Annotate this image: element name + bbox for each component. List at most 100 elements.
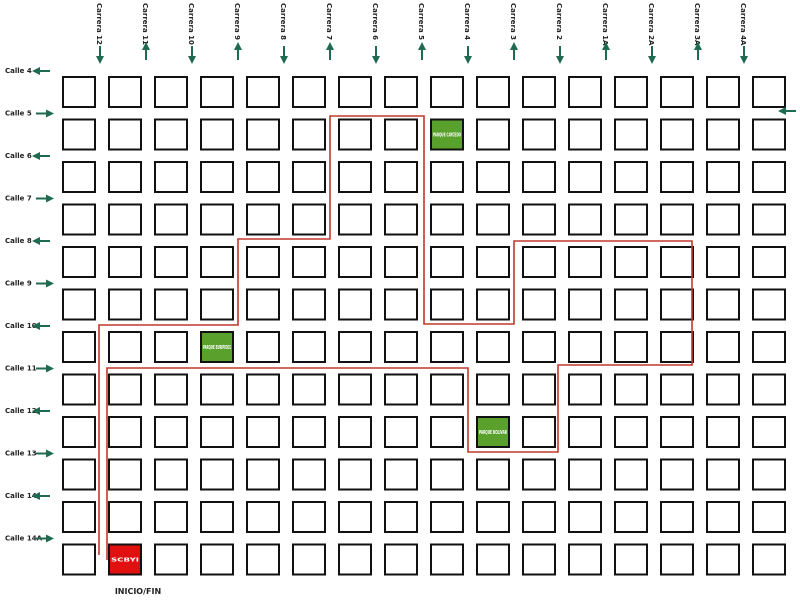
carrera-label: Carrera 2 [555, 3, 563, 40]
block [752, 331, 786, 363]
place-label: PARQUE CAYCEDO [433, 133, 461, 139]
block [476, 501, 510, 533]
block [384, 543, 418, 576]
block [476, 543, 510, 576]
block [660, 331, 694, 363]
block [292, 458, 326, 491]
block [706, 373, 740, 406]
block [568, 543, 602, 576]
block [338, 501, 372, 533]
block [568, 331, 602, 363]
block [384, 331, 418, 363]
block [522, 458, 556, 491]
block [706, 458, 740, 491]
block [706, 246, 740, 278]
block [384, 458, 418, 491]
block [200, 118, 234, 151]
block [430, 76, 464, 108]
block [108, 501, 142, 533]
block [752, 161, 786, 193]
block [430, 458, 464, 491]
block [246, 161, 280, 193]
block [384, 501, 418, 533]
block [62, 458, 96, 491]
block [476, 118, 510, 151]
block [384, 118, 418, 151]
block [62, 246, 96, 278]
block [154, 203, 188, 236]
block [568, 373, 602, 406]
block [338, 416, 372, 448]
block [430, 331, 464, 363]
block [246, 373, 280, 406]
block [430, 288, 464, 321]
block [706, 161, 740, 193]
park-block [200, 331, 234, 363]
block [292, 203, 326, 236]
block [706, 76, 740, 108]
block [154, 246, 188, 278]
block [246, 543, 280, 576]
block [522, 416, 556, 448]
block [338, 458, 372, 491]
block [614, 458, 648, 491]
place-label: PARQUE BOLIVAR [479, 430, 507, 436]
calle-label: Calle 8 [5, 237, 32, 245]
block [522, 543, 556, 576]
place-label: PARQUE EURIPIDES [203, 345, 231, 351]
block [752, 458, 786, 491]
block [292, 118, 326, 151]
block [706, 118, 740, 151]
block [108, 331, 142, 363]
block [522, 288, 556, 321]
block [522, 501, 556, 533]
park-block [476, 416, 510, 448]
block [476, 203, 510, 236]
block [292, 501, 326, 533]
block [246, 331, 280, 363]
block [568, 76, 602, 108]
block [108, 416, 142, 448]
block [522, 203, 556, 236]
block [660, 246, 694, 278]
carrera-label: Carrera 4 [463, 3, 471, 40]
block [292, 76, 326, 108]
block [706, 331, 740, 363]
block [62, 416, 96, 448]
block [522, 373, 556, 406]
block [568, 416, 602, 448]
block [338, 288, 372, 321]
street-labels: Calle 4 Calle 5 Calle 6 Calle 7 Calle 8 Calle… [5, 3, 796, 543]
block [752, 373, 786, 406]
block [430, 543, 464, 576]
block [614, 501, 648, 533]
block [62, 501, 96, 533]
block [614, 161, 648, 193]
block [614, 203, 648, 236]
calle-label: Calle 9 [5, 280, 32, 288]
block [200, 458, 234, 491]
block [62, 288, 96, 321]
start-caption: INICIO/FIN [115, 587, 161, 596]
block [522, 331, 556, 363]
block [568, 203, 602, 236]
route [98, 115, 693, 560]
block [568, 161, 602, 193]
block [154, 458, 188, 491]
block [522, 118, 556, 151]
block [338, 76, 372, 108]
block [568, 118, 602, 151]
carrera-label: Carrera 3A [693, 3, 701, 46]
park-block [430, 118, 464, 151]
block [246, 203, 280, 236]
carrera-label: Carrera 3 [509, 3, 517, 40]
carrera-label: Carrera 10 [187, 3, 195, 45]
block [384, 76, 418, 108]
block [568, 501, 602, 533]
carrera-label: Carrera 2A [647, 3, 655, 46]
block [154, 118, 188, 151]
block [200, 203, 234, 236]
block [660, 288, 694, 321]
block [62, 203, 96, 236]
block [108, 373, 142, 406]
